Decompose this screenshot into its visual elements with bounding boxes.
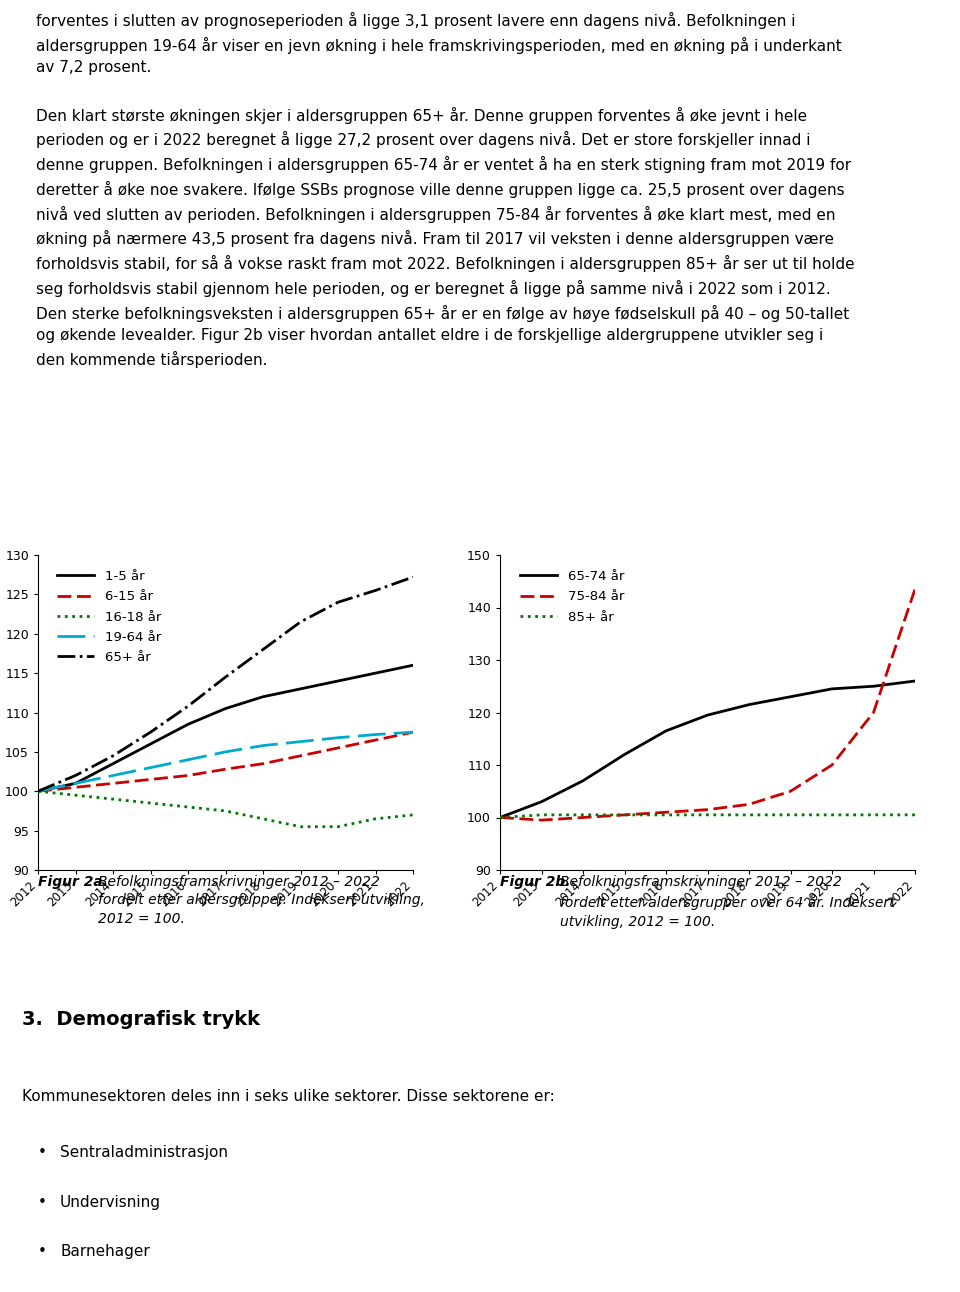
Text: Barnehager: Barnehager <box>60 1244 150 1260</box>
Text: 3.  Demografisk trykk: 3. Demografisk trykk <box>22 1010 260 1028</box>
Text: •: • <box>38 1244 47 1260</box>
Text: Kommunesektoren deles inn i seks ulike sektorer. Disse sektorene er:: Kommunesektoren deles inn i seks ulike s… <box>22 1089 555 1103</box>
Text: Den klart største økningen skjer i aldersgruppen 65+ år. Denne gruppen forventes: Den klart største økningen skjer i alder… <box>36 107 855 368</box>
Legend: 65-74 år, 75-84 år, 85+ år: 65-74 år, 75-84 år, 85+ år <box>515 565 630 629</box>
Text: forventes i slutten av prognoseperioden å ligge 3,1 prosent lavere enn dagens ni: forventes i slutten av prognoseperioden … <box>36 12 842 75</box>
Text: Figur 2a.: Figur 2a. <box>38 875 108 889</box>
Text: Befolkningsframskrivninger 2012 – 2022
fordelt etter aldersgrupper over 64 år. I: Befolkningsframskrivninger 2012 – 2022 f… <box>561 875 895 929</box>
Text: •: • <box>38 1195 47 1209</box>
Text: Undervisning: Undervisning <box>60 1195 161 1209</box>
Text: •: • <box>38 1146 47 1160</box>
Text: Befolkningsframskrivninger 2012 – 2022
fordelt etter aldersgrupper. Indeksert ut: Befolkningsframskrivninger 2012 – 2022 f… <box>99 875 425 926</box>
Text: Figur 2b.: Figur 2b. <box>500 875 570 889</box>
Legend: 1-5 år, 6-15 år, 16-18 år, 19-64 år, 65+ år: 1-5 år, 6-15 år, 16-18 år, 19-64 år, 65+… <box>52 565 166 669</box>
Text: Sentraladministrasjon: Sentraladministrasjon <box>60 1146 228 1160</box>
